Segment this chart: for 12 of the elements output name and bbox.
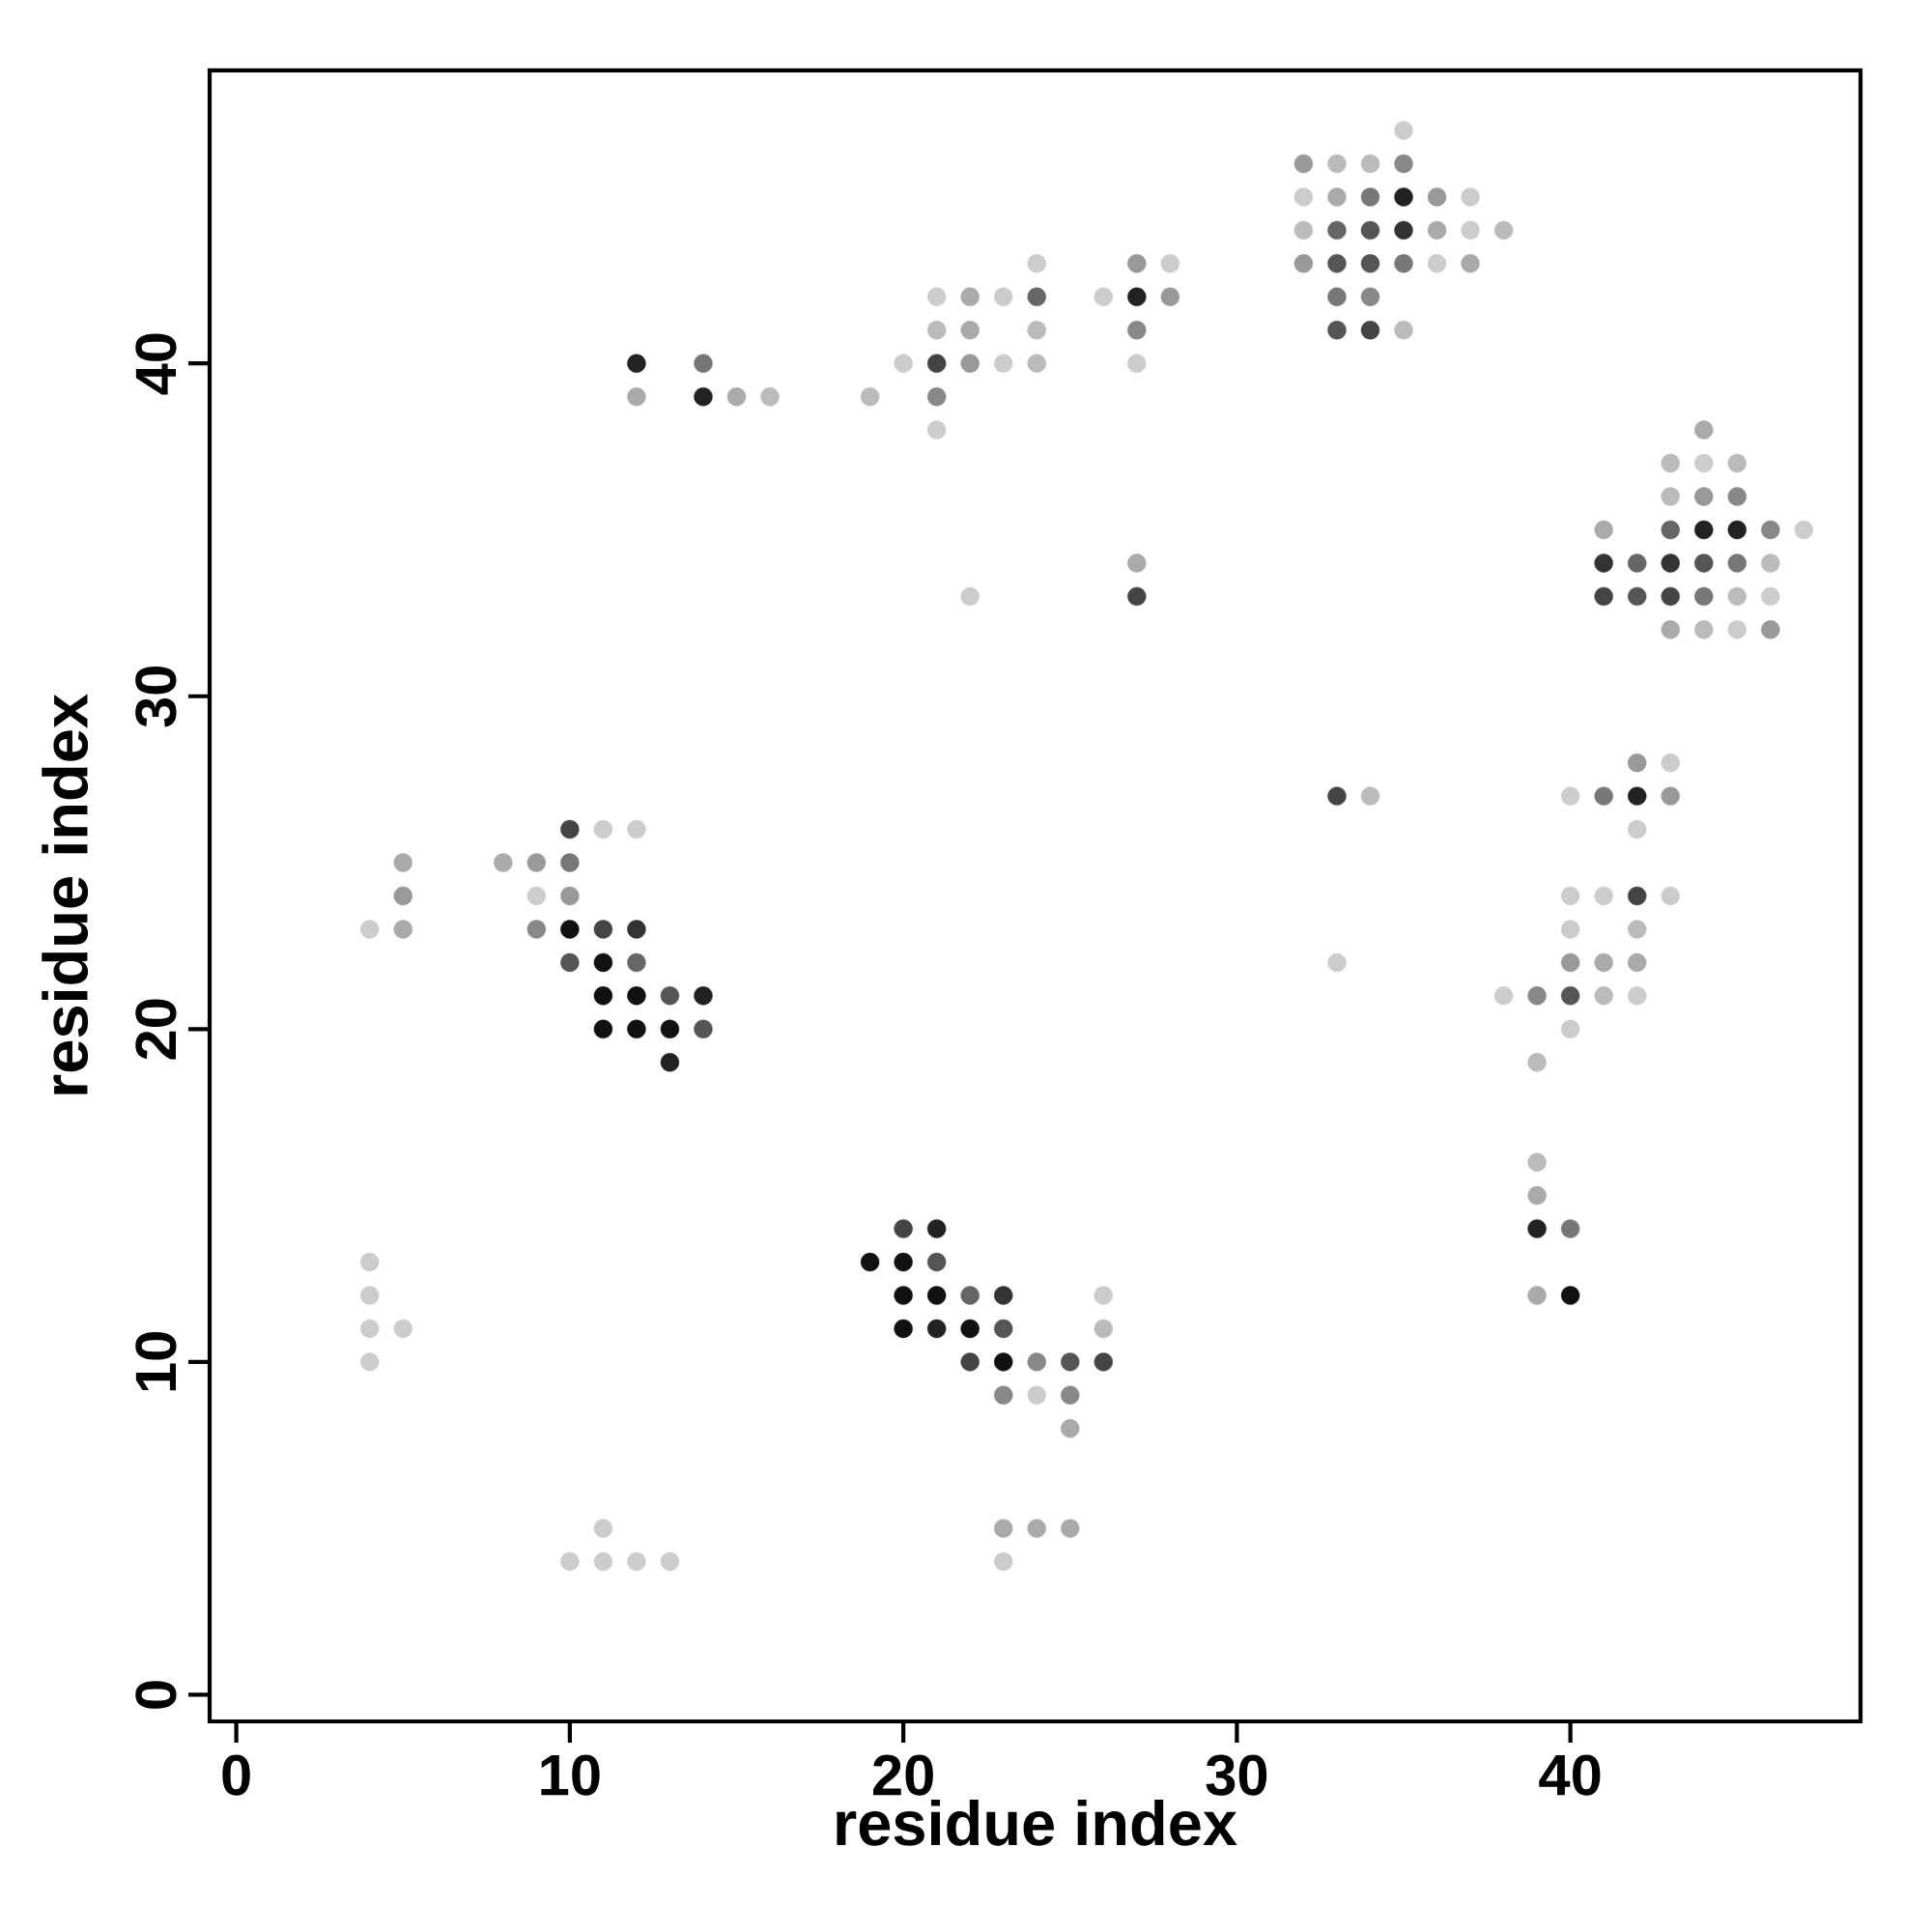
x-tick-label: 30 [1206, 1754, 1267, 1796]
y-tick-label: 10 [135, 1332, 177, 1391]
y-tick-label: 30 [135, 667, 177, 727]
x-tick-label: 20 [873, 1754, 933, 1796]
y-tick-label: 20 [135, 999, 177, 1060]
x-tick-label: 0 [222, 1754, 250, 1796]
y-tick-label: 40 [135, 333, 177, 395]
x-tick-label: 40 [1539, 1754, 1601, 1796]
x-tick-label: 10 [541, 1754, 600, 1796]
y-axis-title: residue index [42, 694, 89, 1094]
y-tick-label: 0 [135, 1681, 177, 1709]
x-axis-title: residue index [837, 1799, 1237, 1846]
